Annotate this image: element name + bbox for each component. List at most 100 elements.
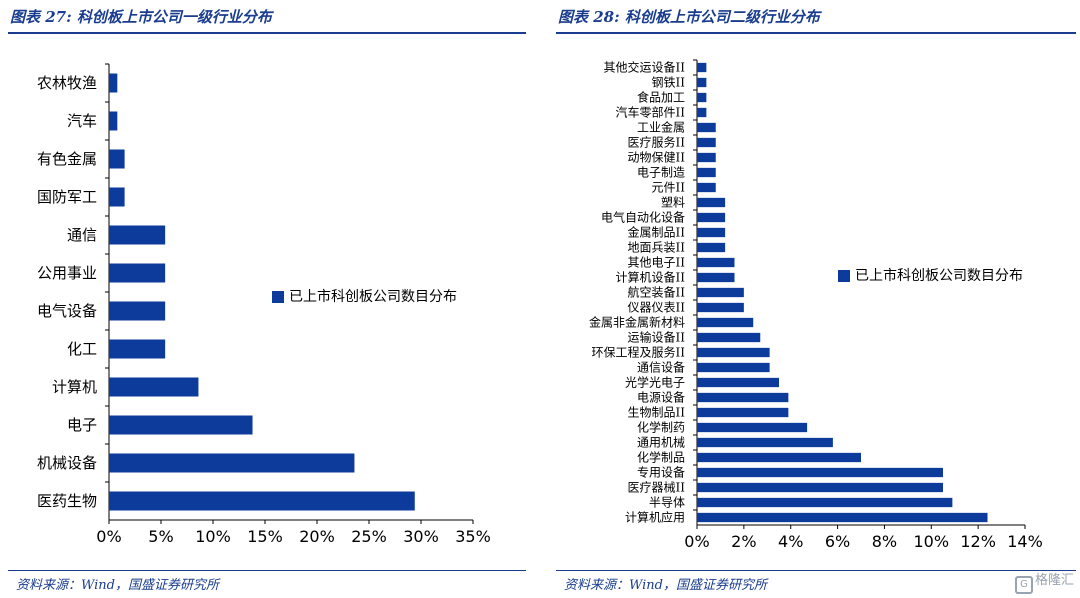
left-x-tick-label: 20% xyxy=(299,527,335,546)
left-bar xyxy=(109,187,125,207)
right-bar xyxy=(697,302,744,313)
left-legend-swatch xyxy=(272,291,284,303)
right-x-tick-label: 2% xyxy=(731,532,756,551)
right-category-label: 塑料 xyxy=(661,195,685,210)
right-bar xyxy=(697,212,726,223)
right-category-label: 其他电子II xyxy=(628,256,686,270)
left-chart-title: 图表 27: 科创板上市公司一级行业分布 xyxy=(10,8,272,26)
left-title-rule xyxy=(8,32,526,34)
right-category-label: 专用设备 xyxy=(637,465,685,480)
right-source-rule xyxy=(556,570,1076,571)
right-bar xyxy=(697,407,789,418)
right-category-label: 化学制品 xyxy=(637,450,685,465)
right-bar xyxy=(697,332,761,343)
right-category-label: 金属非金属新材料 xyxy=(589,315,685,330)
right-category-label: 其他交运设备II xyxy=(604,60,686,75)
left-bar xyxy=(109,453,355,473)
right-category-label: 电源设备 xyxy=(637,391,685,405)
right-x-tick-label: 0% xyxy=(684,532,709,551)
right-category-label: 半导体 xyxy=(649,496,685,510)
right-category-label: 环保工程及服务II xyxy=(592,345,686,360)
left-bar xyxy=(109,415,253,435)
left-bar xyxy=(109,339,166,359)
right-category-label: 医疗器械II xyxy=(628,480,686,495)
right-x-tick-label: 12% xyxy=(960,532,996,551)
left-legend-label: 已上市科创板公司数目分布 xyxy=(289,288,457,305)
left-x-tick-label: 10% xyxy=(195,527,231,546)
right-legend-label: 已上市科创板公司数目分布 xyxy=(855,267,1023,284)
right-bar xyxy=(697,422,808,433)
right-category-label: 航空装备II xyxy=(628,285,686,300)
right-x-tick-label: 8% xyxy=(872,532,897,551)
left-bar xyxy=(109,377,199,397)
right-bar xyxy=(697,122,716,133)
right-category-label: 生物制品II xyxy=(628,406,686,420)
right-bar xyxy=(697,227,726,238)
right-category-label: 医疗服务II xyxy=(628,135,686,150)
right-bar xyxy=(697,362,770,373)
left-category-label: 国防军工 xyxy=(37,188,97,206)
right-category-label: 地面兵装II xyxy=(628,241,686,255)
right-x-tick-label: 4% xyxy=(778,532,803,551)
watermark-text: 格隆汇 xyxy=(1034,573,1074,588)
right-bar-chart: 其他交运设备II钢铁II食品加工汽车零部件II工业金属医疗服务II动物保健II电… xyxy=(589,59,1043,551)
right-bar xyxy=(697,152,716,163)
right-title-rule xyxy=(556,32,1076,34)
right-bar xyxy=(697,377,779,388)
left-x-tick-label: 5% xyxy=(148,527,173,546)
right-bar xyxy=(697,62,707,73)
left-category-label: 汽车 xyxy=(67,112,97,130)
right-category-label: 动物保健II xyxy=(628,151,686,165)
right-x-tick-label: 10% xyxy=(914,532,950,551)
right-category-label: 通用机械 xyxy=(637,435,685,450)
right-category-label: 钢铁II xyxy=(652,76,686,90)
watermark: G 格隆汇 xyxy=(1014,569,1074,594)
right-bar xyxy=(697,242,726,253)
right-category-label: 金属制品II xyxy=(628,225,686,240)
left-source-rule xyxy=(8,570,526,571)
left-source-note: 资料来源：Wind，国盛证券研究所 xyxy=(16,578,219,593)
right-bar xyxy=(697,317,754,328)
right-category-label: 运输设备II xyxy=(628,330,686,345)
left-category-label: 化工 xyxy=(67,340,97,358)
left-category-label: 有色金属 xyxy=(37,150,97,168)
right-bar xyxy=(697,257,735,268)
right-category-label: 仪器仪表II xyxy=(628,301,686,315)
right-legend-swatch xyxy=(838,270,850,282)
watermark-logo-icon: G xyxy=(1014,576,1033,594)
right-category-label: 光学光电子 xyxy=(625,375,685,390)
right-category-label: 汽车零部件II xyxy=(616,105,686,120)
right-bar xyxy=(697,467,943,478)
left-x-tick-label: 30% xyxy=(403,527,439,546)
right-bar xyxy=(697,92,707,103)
right-x-tick-label: 14% xyxy=(1007,532,1043,551)
left-category-label: 医药生物 xyxy=(37,492,97,510)
right-bar xyxy=(697,167,716,178)
left-x-tick-label: 15% xyxy=(247,527,283,546)
left-category-label: 电气设备 xyxy=(37,302,97,320)
right-x-tick-label: 6% xyxy=(825,532,850,551)
right-category-label: 电气自动化设备 xyxy=(601,210,685,225)
left-bar xyxy=(109,225,166,245)
right-bar xyxy=(697,272,735,283)
right-category-label: 工业金属 xyxy=(637,120,685,135)
left-category-label: 通信 xyxy=(67,226,97,244)
right-category-label: 食品加工 xyxy=(637,90,685,105)
right-bar xyxy=(697,287,744,298)
right-bar xyxy=(697,197,726,208)
right-panel: 图表 28: 科创板上市公司二级行业分布 其他交运设备II 钢铁II 食品加工 汽车零… xyxy=(548,0,1080,598)
left-category-label: 公用事业 xyxy=(37,264,97,282)
right-bar xyxy=(697,497,953,508)
left-bar xyxy=(109,263,166,283)
right-bar xyxy=(697,137,716,148)
right-category-label: 计算机设备II xyxy=(616,270,686,285)
left-bar xyxy=(109,301,166,321)
left-x-tick-label: 25% xyxy=(351,527,387,546)
left-category-label: 机械设备 xyxy=(37,454,97,472)
right-bar xyxy=(697,107,707,118)
left-panel: 图表 27: 科创板上市公司一级行业分布 农林牧渔 汽车 有色金属 国防军工 通信 公用事… xyxy=(0,0,530,598)
right-category-label: 元件II xyxy=(652,181,686,195)
right-chart-title: 图表 28: 科创板上市公司二级行业分布 xyxy=(558,8,820,26)
right-bar xyxy=(697,347,770,358)
right-category-label: 电子制造 xyxy=(637,166,685,180)
